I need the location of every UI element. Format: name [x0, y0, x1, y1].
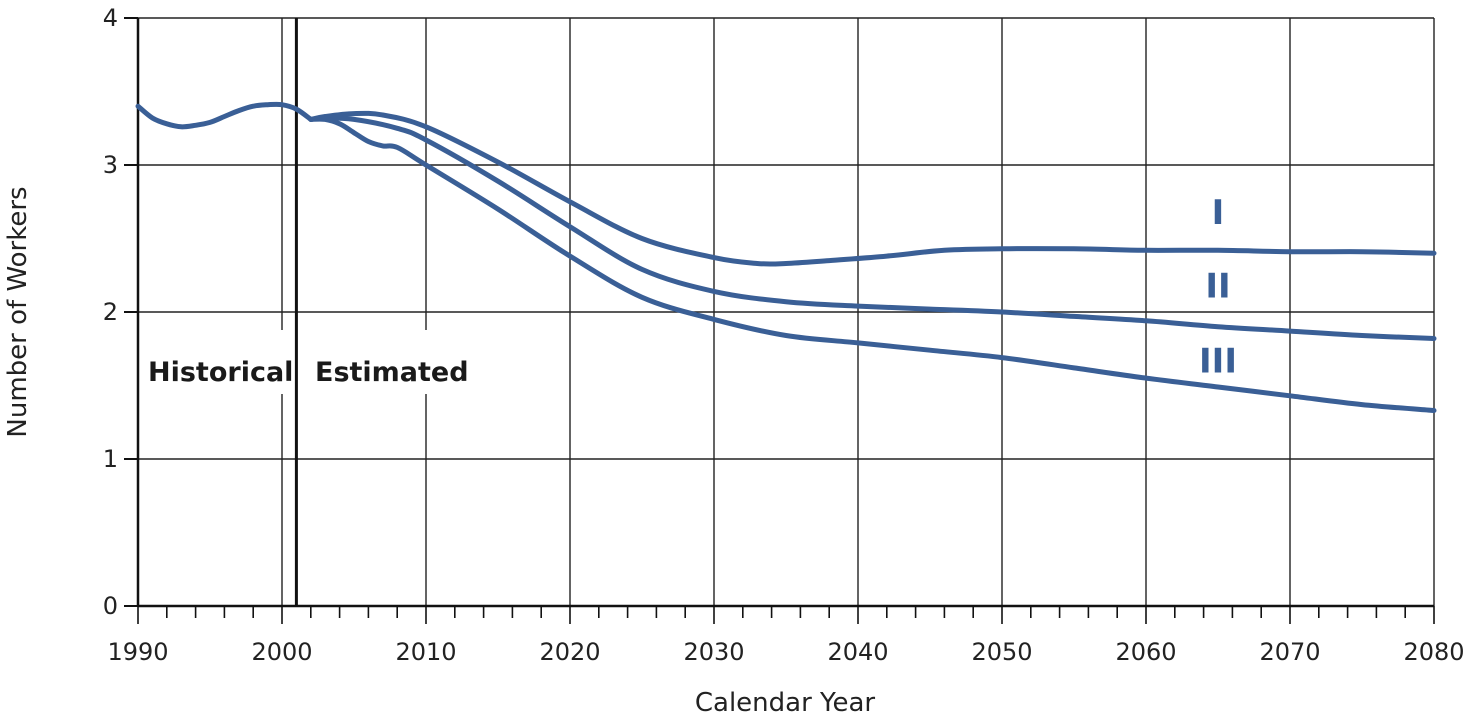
- series-line-iii: [308, 116, 1437, 413]
- x-tick-label-2030: 2030: [683, 638, 744, 666]
- x-tick-label-1990: 1990: [107, 638, 168, 666]
- historical-line: [135, 101, 314, 130]
- x-tick-label-2010: 2010: [395, 638, 456, 666]
- y-tick-label-1: 1: [103, 445, 118, 473]
- y-tick-label-4: 4: [103, 4, 118, 32]
- grid-lines: [138, 17, 1435, 606]
- x-tick-label-2020: 2020: [539, 638, 600, 666]
- y-tick-label-2: 2: [103, 298, 118, 326]
- y-tick-label-3: 3: [103, 151, 118, 179]
- series-label-iii: III: [1199, 341, 1237, 381]
- axes: [124, 17, 1435, 624]
- x-tick-label-2070: 2070: [1259, 638, 1320, 666]
- y-axis-title: Number of Workers: [3, 186, 33, 437]
- series-label-ii: II: [1205, 266, 1230, 306]
- region-label-historical: Historical: [148, 357, 293, 388]
- x-axis-title: Calendar Year: [695, 688, 876, 718]
- x-tick-label-2050: 2050: [971, 638, 1032, 666]
- region-label-estimated: Estimated: [315, 357, 469, 388]
- series-lines: [135, 101, 1437, 413]
- y-tick-label-0: 0: [103, 592, 118, 620]
- x-tick-label-2000: 2000: [251, 638, 312, 666]
- series-line-ii: [308, 115, 1437, 341]
- x-tick-label-2060: 2060: [1115, 638, 1176, 666]
- x-tick-label-2040: 2040: [827, 638, 888, 666]
- series-label-i: I: [1212, 193, 1225, 233]
- x-tick-label-2080: 2080: [1403, 638, 1464, 666]
- series-line-i: [308, 110, 1437, 267]
- tick-labels: 0 1 2 3 4 1990 2000 2010 2020 2030 2040 2050 2060 207…: [103, 4, 1465, 666]
